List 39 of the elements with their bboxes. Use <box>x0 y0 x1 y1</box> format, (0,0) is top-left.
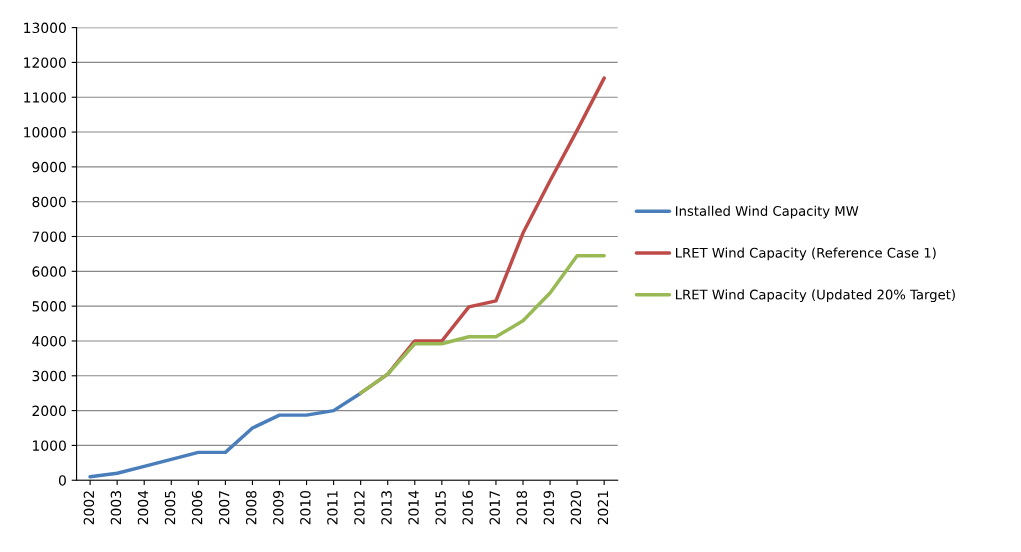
x-tick-label: 2019 <box>543 490 555 525</box>
y-tick-label: 9000 <box>32 161 66 173</box>
y-tick-label: 8000 <box>32 196 66 208</box>
legend-label: Installed Wind Capacity MW <box>676 205 859 219</box>
y-tick-label: 3000 <box>32 370 66 382</box>
x-tick-label: 2012 <box>354 491 365 525</box>
y-tick-label: 7000 <box>32 231 66 242</box>
x-tick-label: 2008 <box>245 490 257 525</box>
x-tick-label: 2014 <box>408 490 419 525</box>
y-tick-label: 4000 <box>32 335 66 347</box>
x-tick-label: 2016 <box>462 490 473 525</box>
legend-label: LRET Wind Capacity (Reference Case 1) <box>676 247 936 261</box>
x-tick-label: 2002 <box>83 491 95 525</box>
x-tick-label: 2005 <box>164 491 176 525</box>
y-tick-label: 13000 <box>24 22 66 34</box>
x-tick-label: 2020 <box>570 490 582 525</box>
x-tick-label: 2015 <box>435 491 446 525</box>
x-tick-label: 2006 <box>191 490 203 525</box>
y-tick-label: 5000 <box>32 301 66 312</box>
x-tick-label: 2018 <box>516 490 528 525</box>
y-tick-label: 10000 <box>24 127 66 138</box>
x-tick-label: 2009 <box>273 490 284 525</box>
x-tick-label: 2017 <box>489 491 500 525</box>
x-tick-label: 2010 <box>300 490 311 525</box>
x-tick-label: 2003 <box>110 491 122 525</box>
y-tick-label: 6000 <box>32 266 66 277</box>
y-tick-label: 2000 <box>32 405 66 417</box>
x-tick-label: 2007 <box>218 491 230 525</box>
line-series <box>88 391 363 479</box>
x-tick-label: 2004 <box>137 490 149 525</box>
y-tick-label: 1000 <box>33 440 66 451</box>
y-tick-label: 11000 <box>24 92 66 103</box>
legend-label: LRET Wind Capacity (Updated 20% Target) <box>676 289 955 303</box>
line-series <box>358 253 606 395</box>
x-tick-label: 2021 <box>597 491 609 525</box>
x-tick-label: 2013 <box>381 491 392 525</box>
y-tick-label: 0 <box>58 475 66 486</box>
y-tick-label: 12000 <box>24 57 66 68</box>
x-tick-label: 2011 <box>327 491 338 525</box>
